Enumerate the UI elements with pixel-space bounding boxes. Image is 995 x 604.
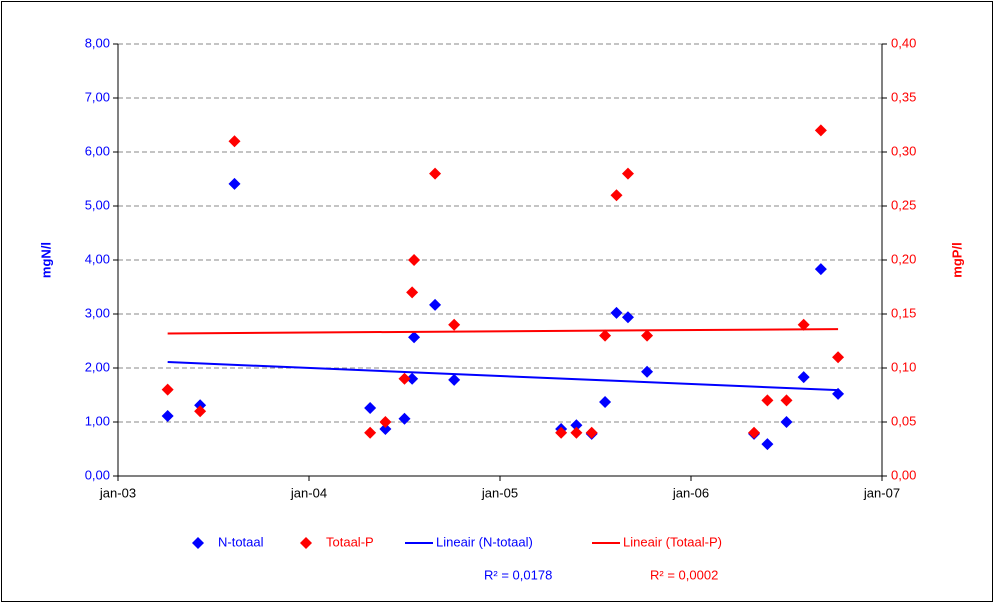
y-tick-label: 6,00	[85, 143, 110, 158]
data-point	[570, 426, 583, 439]
legend-label: Totaal-P	[326, 534, 374, 549]
legend-label: N-totaal	[218, 534, 264, 549]
data-point	[797, 371, 810, 384]
y2-tick-label: 0,20	[891, 251, 916, 266]
y-tick-label: 3,00	[85, 305, 110, 320]
data-point	[814, 263, 827, 276]
data-point	[761, 394, 774, 407]
data-point	[364, 426, 377, 439]
data-point	[448, 373, 461, 386]
data-point	[621, 167, 634, 180]
data-point	[610, 189, 623, 202]
data-point	[161, 383, 174, 396]
data-point	[398, 372, 411, 385]
y2-tick-label: 0,05	[891, 413, 916, 428]
data-point	[761, 438, 774, 451]
data-point	[161, 410, 174, 423]
data-point	[555, 426, 568, 439]
legend-label: Lineair (Totaal-P)	[623, 534, 722, 549]
y2-tick-label: 0,10	[891, 359, 916, 374]
y2-tick-label: 0,35	[891, 89, 916, 104]
data-point	[398, 412, 411, 425]
y-tick-label: 4,00	[85, 251, 110, 266]
x-tick-label: jan-04	[290, 485, 327, 500]
trend-line	[167, 328, 839, 335]
x-tick-label: jan-05	[481, 485, 518, 500]
legend-label: Lineair (N-totaal)	[436, 534, 533, 549]
data-point	[429, 167, 442, 180]
data-point	[570, 419, 583, 432]
annotation: R² = 0,0178	[484, 567, 552, 582]
y-tick-label: 5,00	[85, 197, 110, 212]
data-point	[748, 426, 761, 439]
y-tick-label: 1,00	[85, 413, 110, 428]
data-point	[621, 311, 634, 324]
y-tick-label: 8,00	[85, 35, 110, 50]
trend-line	[167, 361, 839, 392]
y2-tick-label: 0,00	[891, 467, 916, 482]
y2-axis-label: mgP/l	[949, 242, 964, 277]
y2-tick-label: 0,30	[891, 143, 916, 158]
data-point	[780, 416, 793, 428]
data-point	[364, 401, 377, 414]
y2-tick-label: 0,40	[891, 35, 916, 50]
y2-tick-label: 0,25	[891, 197, 916, 212]
data-point	[379, 416, 392, 428]
x-tick-label: jan-06	[672, 485, 709, 500]
data-point	[228, 177, 241, 190]
data-point	[448, 318, 461, 331]
data-point	[641, 329, 654, 342]
data-point	[406, 286, 419, 299]
data-point	[408, 331, 421, 344]
legend-swatch	[300, 537, 312, 549]
data-point	[780, 394, 793, 407]
data-point	[379, 423, 392, 436]
data-point	[429, 298, 442, 311]
data-point	[610, 306, 623, 319]
x-tick-label: jan-03	[99, 485, 136, 500]
y-tick-label: 2,00	[85, 359, 110, 374]
x-tick-label: jan-07	[863, 485, 900, 500]
data-point	[814, 124, 827, 137]
data-point	[599, 329, 612, 342]
data-point	[406, 372, 419, 385]
y2-tick-label: 0,15	[891, 305, 916, 320]
data-point	[599, 396, 612, 409]
data-point	[832, 351, 845, 364]
data-point	[585, 426, 598, 439]
data-point	[194, 405, 207, 418]
data-point	[797, 318, 810, 331]
y-tick-label: 7,00	[85, 89, 110, 104]
y-tick-label: 0,00	[85, 467, 110, 482]
annotation: R² = 0,0002	[650, 567, 718, 582]
y-axis-label: mgN/l	[38, 242, 53, 278]
data-point	[641, 365, 654, 378]
data-point	[228, 135, 241, 148]
data-point	[408, 254, 421, 266]
legend-swatch	[192, 537, 204, 549]
